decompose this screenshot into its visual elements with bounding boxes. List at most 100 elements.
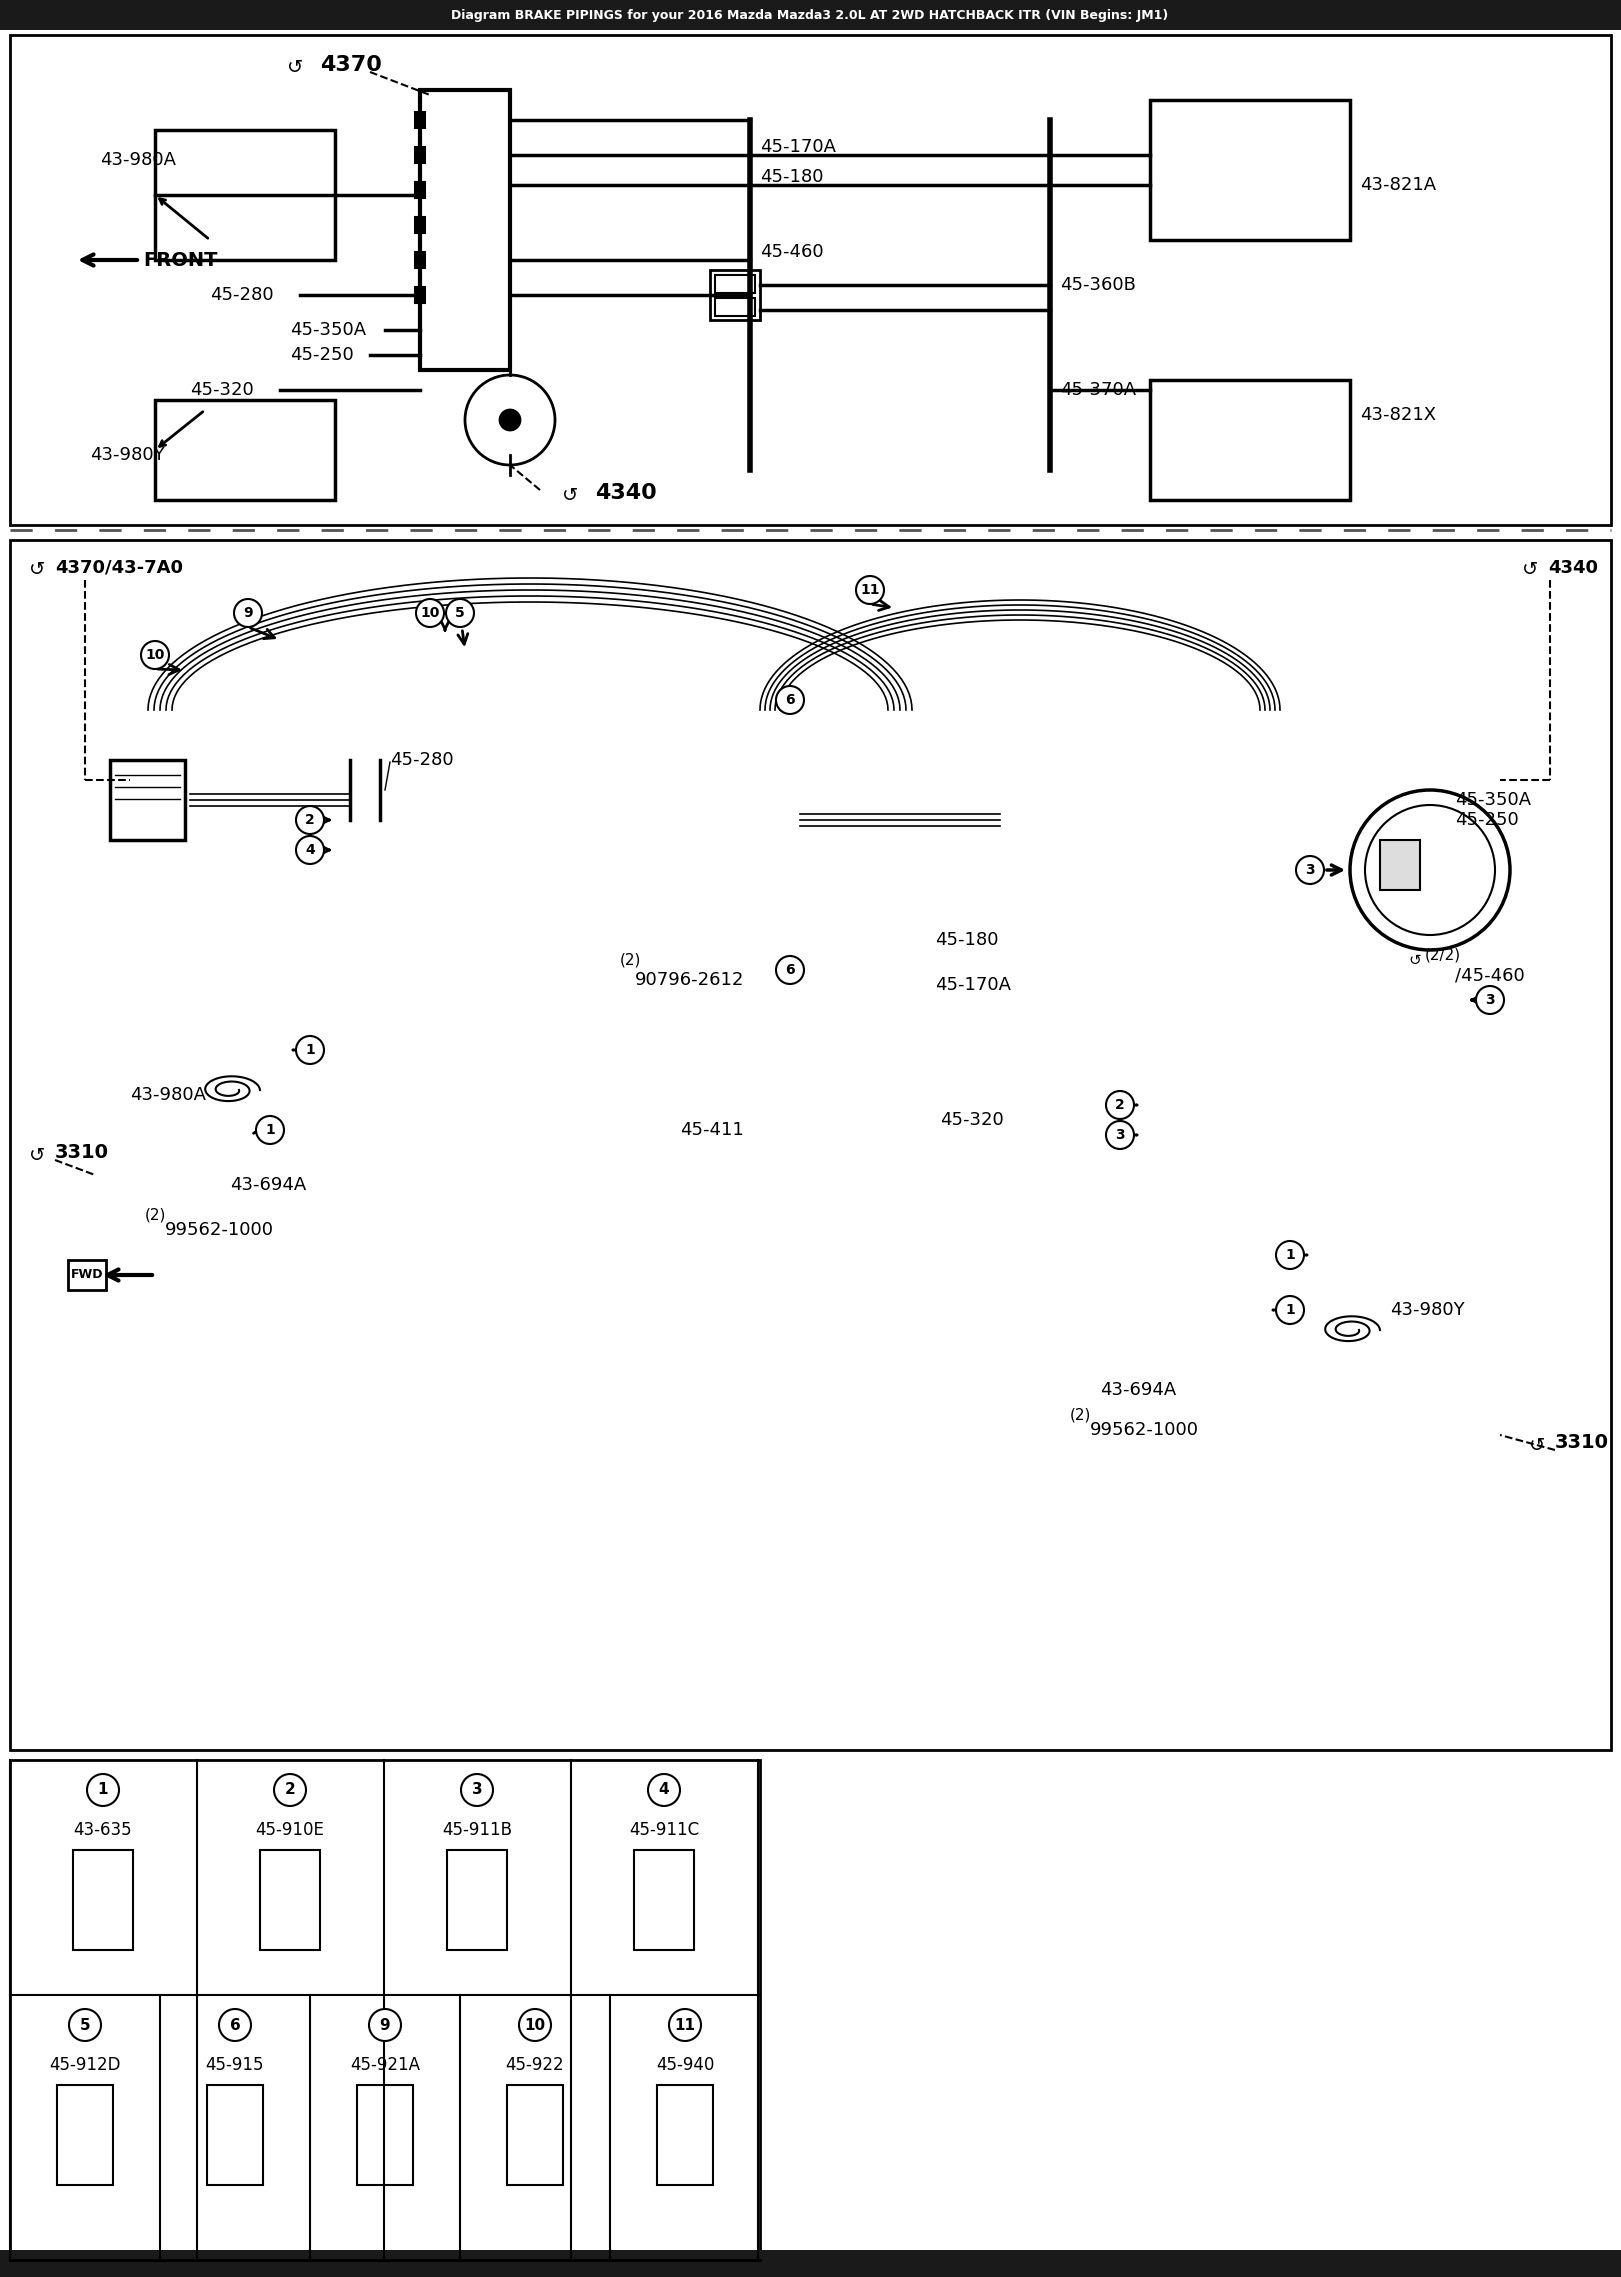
Text: (2): (2) [619,952,640,968]
Text: 9: 9 [243,606,253,619]
Text: 2: 2 [1115,1098,1125,1111]
Circle shape [274,1774,306,1806]
Text: 45-915: 45-915 [206,2056,264,2074]
Text: FWD: FWD [71,1268,104,1282]
Circle shape [776,956,804,984]
Text: 43-980A: 43-980A [130,1086,206,1104]
Bar [1149,100,1350,239]
Bar [415,148,425,164]
Text: 3310: 3310 [55,1143,109,1164]
Bar [447,1849,507,1949]
Text: 45-170A: 45-170A [935,977,1012,995]
Bar [415,216,425,232]
Text: 45-921A: 45-921A [350,2056,420,2074]
Circle shape [1477,986,1504,1013]
Circle shape [499,410,520,430]
Bar [57,2086,113,2186]
Bar [715,298,755,317]
Text: 43-980Y: 43-980Y [91,446,165,465]
Text: FRONT: FRONT [143,250,217,269]
Bar [415,112,425,128]
Bar [710,271,760,321]
Text: 11: 11 [861,583,880,597]
Bar [68,1259,105,1291]
Text: ↺: ↺ [287,59,303,77]
Bar [415,182,425,198]
Text: 10: 10 [420,606,439,619]
Text: (2): (2) [144,1207,167,1223]
Text: 6: 6 [785,963,794,977]
Circle shape [519,2008,551,2040]
Text: 1: 1 [97,1783,109,1797]
Text: ↺: ↺ [562,485,579,505]
Text: 45-460: 45-460 [760,244,823,262]
Text: 43-694A: 43-694A [1101,1380,1177,1398]
Text: 43-821X: 43-821X [1360,405,1436,424]
Bar [156,130,336,260]
Bar [657,2086,713,2186]
Circle shape [1276,1296,1303,1323]
Text: 4370/43-7A0: 4370/43-7A0 [55,558,183,576]
Circle shape [446,599,473,626]
Text: 1: 1 [266,1123,276,1136]
Bar [634,1849,694,1949]
Circle shape [88,1774,118,1806]
Bar [110,761,185,840]
Circle shape [370,2008,400,2040]
Text: 11: 11 [674,2017,695,2033]
Bar [0,2250,1621,2277]
Text: 43-821A: 43-821A [1360,175,1436,194]
Text: 45-280: 45-280 [211,287,274,305]
Bar [156,401,336,501]
Bar [715,276,755,294]
Bar [1379,840,1420,890]
Text: 1: 1 [305,1043,314,1057]
Bar [259,1849,319,1949]
Text: 45-180: 45-180 [760,168,823,187]
Circle shape [141,642,169,669]
Text: 45-912D: 45-912D [49,2056,120,2074]
Text: 99562-1000: 99562-1000 [1089,1421,1200,1439]
Text: 6: 6 [785,692,794,706]
Text: 3: 3 [1305,863,1315,877]
Text: 45-350A: 45-350A [1456,790,1532,808]
Bar [415,253,425,269]
Text: 45-911B: 45-911B [443,1822,512,1840]
Bar [10,540,1611,1751]
Circle shape [648,1774,679,1806]
Text: 90796-2612: 90796-2612 [635,970,744,988]
Circle shape [256,1116,284,1143]
Text: 45-922: 45-922 [506,2056,564,2074]
Circle shape [297,836,324,863]
Text: ↺: ↺ [29,1145,45,1164]
Text: 45-280: 45-280 [391,751,454,770]
Text: 45-910E: 45-910E [256,1822,324,1840]
Text: 45-940: 45-940 [657,2056,715,2074]
Circle shape [669,2008,700,2040]
Bar [10,1760,760,2261]
Text: 3: 3 [472,1783,483,1797]
Text: 45-350A: 45-350A [290,321,366,339]
Text: 99562-1000: 99562-1000 [165,1220,274,1239]
Circle shape [1276,1241,1303,1268]
Text: ↺: ↺ [1522,560,1538,581]
Circle shape [219,2008,251,2040]
Bar [73,1849,133,1949]
Text: 10: 10 [146,649,165,663]
Circle shape [233,599,263,626]
Text: 5: 5 [79,2017,91,2033]
Text: 4340: 4340 [1548,558,1598,576]
Bar [0,0,1621,30]
Text: ↺: ↺ [1529,1435,1545,1455]
Circle shape [776,685,804,715]
Text: 4340: 4340 [595,483,657,503]
Text: 5: 5 [456,606,465,619]
Text: /45-460: /45-460 [1456,965,1525,984]
Text: ↺: ↺ [1409,952,1422,968]
Bar [207,2086,263,2186]
Circle shape [297,806,324,833]
Bar [10,34,1611,526]
Text: 45-370A: 45-370A [1060,380,1136,398]
Text: 9: 9 [379,2017,391,2033]
Text: 3: 3 [1115,1127,1125,1143]
